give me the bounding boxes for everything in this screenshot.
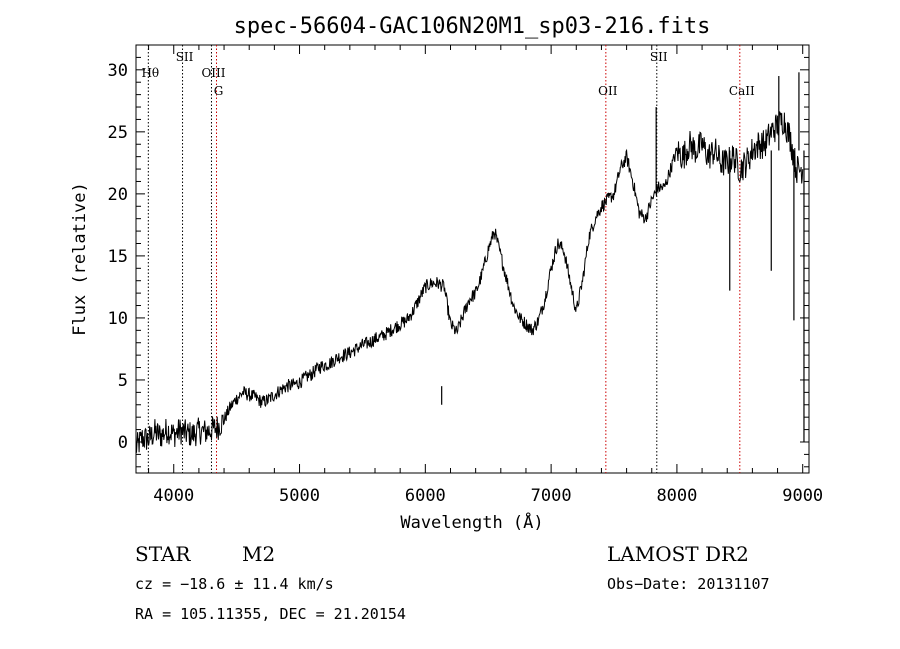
line-marker-label: Hθ: [141, 66, 159, 80]
chart-title: spec-56604-GAC106N20M1_sp03-216.fits: [234, 14, 711, 39]
x-tick-label: 6000: [405, 486, 446, 506]
x-tick-label: 8000: [656, 486, 697, 506]
y-axis-label: Flux (relative): [70, 182, 90, 336]
y-tick-label: 20: [108, 185, 128, 205]
x-tick-label: 9000: [782, 486, 823, 506]
x-tick-label: 7000: [531, 486, 572, 506]
y-tick-label: 0: [118, 433, 128, 453]
coordinates: RA = 105.11355, DEC = 21.20154: [135, 605, 406, 623]
line-marker-label: SII: [650, 50, 668, 64]
y-tick-label: 30: [108, 61, 128, 81]
y-tick-label: 5: [118, 371, 128, 391]
x-tick-label: 4000: [153, 486, 194, 506]
y-tick-label: 15: [108, 247, 128, 267]
redshift-velocity: cz = −18.6 ± 11.4 km/s: [135, 575, 334, 593]
plot-frame: [135, 44, 810, 474]
spectral-line-markers: Hθ SII OIII G OII SII CaII: [141, 45, 755, 473]
x-tick-label: 5000: [279, 486, 320, 506]
x-axis-ticks: 4000 5000 6000 7000 8000 9000: [148, 45, 823, 506]
spectrum-spikes: [441, 72, 805, 442]
object-class: STAR: [135, 542, 191, 566]
line-marker-label: G: [214, 84, 224, 98]
object-subclass: M2: [242, 542, 275, 566]
line-marker-label: CaII: [729, 84, 755, 98]
spectrum-line: [135, 111, 804, 453]
x-axis-label: Wavelength (Å): [400, 511, 543, 533]
y-tick-label: 10: [108, 309, 128, 329]
y-tick-label: 25: [108, 123, 128, 143]
y-axis-ticks: 0 5 10 15 20 25 30: [108, 44, 809, 468]
line-marker-label: OII: [598, 84, 618, 98]
survey-name: LAMOST DR2: [607, 542, 749, 566]
line-marker-label: OIII: [201, 66, 225, 80]
observation-date: Obs−Date: 20131107: [607, 575, 770, 593]
line-marker-label: SII: [176, 50, 194, 64]
